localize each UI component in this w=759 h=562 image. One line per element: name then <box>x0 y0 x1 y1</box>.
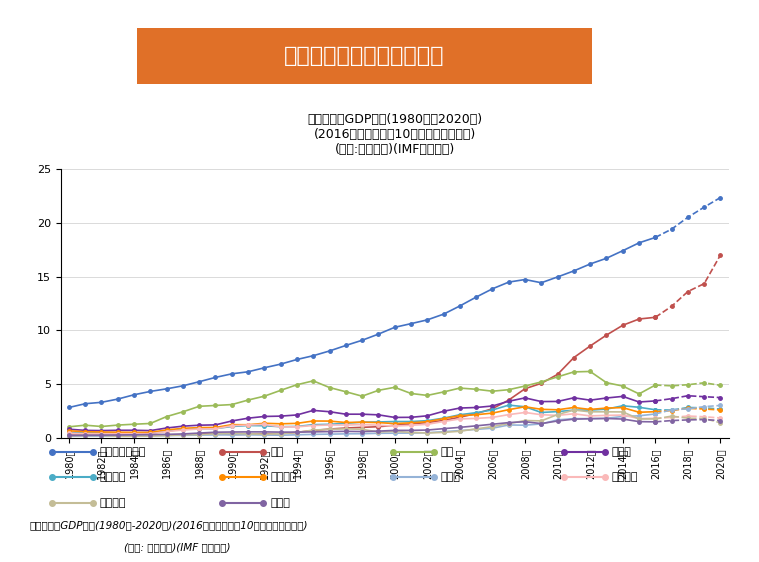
Text: フランス: フランス <box>270 473 297 482</box>
Text: カナダ: カナダ <box>270 498 290 508</box>
Text: 主要国名目GDP推移(1980年-2020年)(2016年時点の上位10位、米ドルベース): 主要国名目GDP推移(1980年-2020年)(2016年時点の上位10位、米ド… <box>30 520 308 530</box>
Text: ドイツ: ドイツ <box>612 447 631 457</box>
Text: (単位: 兆米ドル)(IMF 予想含む): (単位: 兆米ドル)(IMF 予想含む) <box>124 542 231 552</box>
Text: イギリス: イギリス <box>99 473 126 482</box>
FancyBboxPatch shape <box>137 28 592 84</box>
Text: ブラジル: ブラジル <box>99 498 126 508</box>
Text: 米経済は主要国で最も強い: 米経済は主要国で最も強い <box>284 46 445 66</box>
Text: イタリア: イタリア <box>612 473 638 482</box>
Text: アメリカ合衆国: アメリカ合衆国 <box>99 447 146 457</box>
Text: 主要国名目GDP推移(1980年～2020年)
(2016年時点の上位10位、米ドルベース)
(単位:兆米ドル)(IMF予想含む): 主要国名目GDP推移(1980年～2020年) (2016年時点の上位10位、米… <box>307 114 482 156</box>
Text: 中国: 中国 <box>270 447 283 457</box>
Text: 日本: 日本 <box>441 447 454 457</box>
Text: インド: インド <box>441 473 461 482</box>
